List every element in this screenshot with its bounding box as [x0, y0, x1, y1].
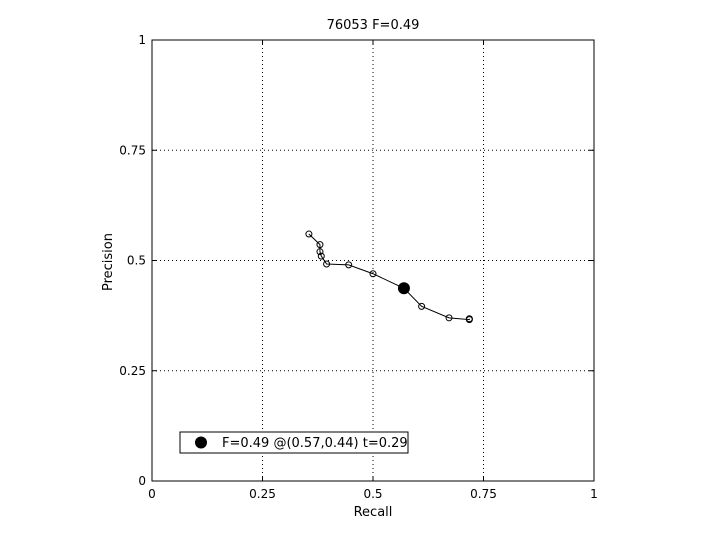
best-point-layer [397, 282, 410, 295]
series-point [445, 314, 453, 322]
y-tick-label: 0.5 [127, 254, 146, 268]
y-axis-label: Precision [101, 233, 116, 291]
x-tick-label: 0.25 [249, 487, 276, 501]
series-point [323, 260, 331, 268]
axis-ticks [151, 39, 595, 482]
series-point [418, 302, 426, 310]
series-point [317, 252, 325, 260]
x-tick-labels: 0 0.25 0.5 0.75 1 [148, 487, 598, 501]
x-tick-label: 0.75 [470, 487, 497, 501]
y-tick-label: 0 [138, 474, 146, 488]
y-tick-label: 0.25 [119, 364, 146, 378]
x-tick-label: 1 [590, 487, 598, 501]
series-point [369, 270, 377, 278]
legend-marker [195, 436, 207, 449]
x-tick-label: 0.5 [363, 487, 382, 501]
series-point [316, 248, 324, 256]
series-point [316, 241, 324, 249]
y-tick-label: 0.75 [119, 143, 146, 157]
series-point [465, 315, 473, 323]
series-layer [305, 230, 473, 324]
series-point [305, 230, 313, 238]
grid-lines [152, 40, 594, 481]
legend-box [179, 431, 409, 454]
chart-title: 76053 F=0.49 [327, 18, 420, 33]
legend-entry-label: F=0.49 @(0.57,0.44) t=0.29 [222, 436, 408, 451]
y-tick-label: 1 [138, 33, 146, 47]
series-point [345, 261, 353, 269]
legend: F=0.49 @(0.57,0.44) t=0.29 [179, 431, 409, 454]
best-f-point [397, 282, 410, 295]
x-axis-label: Recall [354, 505, 393, 520]
x-tick-label: 0 [148, 487, 156, 501]
y-tick-labels: 0 0.25 0.5 0.75 1 [119, 33, 146, 488]
